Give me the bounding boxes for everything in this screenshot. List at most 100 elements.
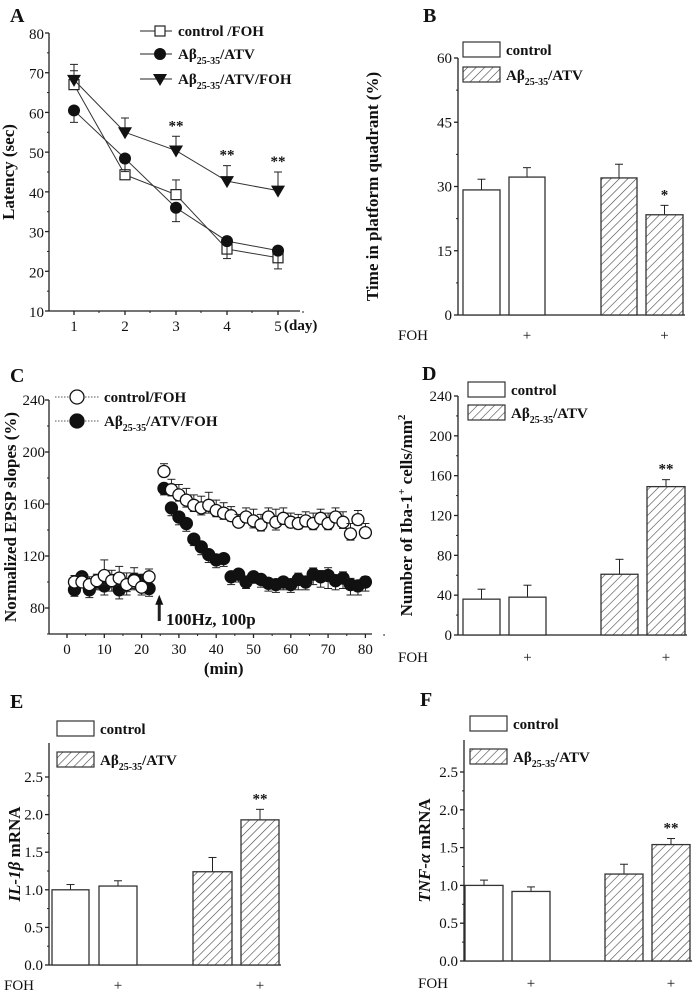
significance-label: ** xyxy=(659,462,674,478)
legend-label-main: Aβ xyxy=(506,68,525,84)
x-tick-label: 60 xyxy=(283,642,298,658)
bar xyxy=(51,889,90,966)
legend-label: Aβ25-35/ATV xyxy=(513,750,590,770)
y-tick-label: 0.0 xyxy=(24,958,43,974)
y-tick-label: 1.5 xyxy=(439,841,458,857)
legend-label: Aβ25-35/ATV/FOH xyxy=(178,72,292,92)
y-axis-label-superscript: 2 xyxy=(396,414,408,420)
y-tick-label: 80 xyxy=(30,601,45,617)
x-tick-label: 40 xyxy=(209,642,224,658)
legend-label: Aβ25-35/ATV xyxy=(511,406,588,426)
y-axis-label-part: TNF-α xyxy=(415,853,434,903)
legend-label-rest: /ATV xyxy=(552,406,588,422)
y-tick-label: 0.0 xyxy=(439,954,458,970)
legend-label: control/FOH xyxy=(104,390,187,406)
legend-swatch xyxy=(462,66,501,83)
y-axis-label: Normalized EPSP slopes (%) xyxy=(1,412,20,622)
marker-open-circle xyxy=(358,525,373,540)
marker-open-square xyxy=(170,189,182,201)
legend-label-main: Aβ xyxy=(513,750,532,766)
x-tick-label: 0 xyxy=(63,642,71,658)
y-tick-label: 2.5 xyxy=(439,765,458,781)
bar xyxy=(508,596,547,636)
y-tick-label: 0 xyxy=(445,308,453,324)
legend-label-main: control xyxy=(513,717,559,733)
y-tick-label: 0 xyxy=(445,628,453,644)
marker-filled-triangle-down xyxy=(220,176,234,189)
legend-label-rest: /ATV xyxy=(547,68,583,84)
panel-b-bar-chart: B 0 15 30 45 60 Time in platform quadrant (%) +… xyxy=(363,5,685,344)
marker-filled-triangle-down xyxy=(169,145,183,158)
y-tick-label: 160 xyxy=(23,497,46,513)
x-tick-label: 4 xyxy=(223,319,231,335)
marker-filled-triangle-down xyxy=(67,74,81,87)
y-tick-label: 60 xyxy=(29,106,44,122)
y-tick-label: 70 xyxy=(29,67,44,83)
y-tick-label: 1.0 xyxy=(24,883,43,899)
y-tick-label: 240 xyxy=(23,393,46,409)
marker-filled-circle xyxy=(68,104,80,117)
foh-row-label: FOH xyxy=(418,976,448,992)
x-tick-label: 20 xyxy=(134,642,149,658)
legend-label-main: Aβ xyxy=(100,753,119,769)
significance-label: ** xyxy=(253,791,268,807)
panel-letter: A xyxy=(10,5,25,27)
x-axis-label: (min) xyxy=(204,659,244,678)
legend-swatch xyxy=(467,381,506,398)
legend-marker xyxy=(69,389,85,405)
legend-label-rest: /ATV xyxy=(141,753,177,769)
marker-filled-circle xyxy=(170,201,182,214)
x-tick-label: 50 xyxy=(246,642,261,658)
y-tick-label: 1.5 xyxy=(24,845,43,861)
bar xyxy=(462,189,501,316)
marker-filled-triangle-down xyxy=(118,127,132,140)
y-tick-label: 80 xyxy=(29,27,44,43)
legend-label-rest: /ATV xyxy=(554,750,590,766)
legend-marker xyxy=(69,413,85,429)
marker-filled-circle xyxy=(358,575,373,589)
x-tick-label: 2 xyxy=(121,319,129,335)
panel-e-bar-chart: E 0.0 0.5 1.0 1.5 2.0 2.5 IL-1β mRNA + ** + FOH cont… xyxy=(4,691,281,992)
y-axis-label-part: IL-1β xyxy=(5,861,24,902)
x-tick-label: 3 xyxy=(172,319,180,335)
legend-label-subscript: 25-35 xyxy=(525,77,548,88)
foh-plus-mark: + xyxy=(660,328,668,344)
legend-swatch xyxy=(462,41,501,58)
y-axis-label-part: Latency (sec) xyxy=(0,124,18,220)
y-tick-label: 45 xyxy=(437,115,452,131)
legend-label-main: Aβ xyxy=(178,72,197,88)
marker-open-circle xyxy=(157,464,171,479)
y-axis-label-part: cells/mm xyxy=(397,420,416,488)
bar xyxy=(464,884,504,962)
y-tick-label: 200 xyxy=(430,429,453,445)
legend-label-main: control xyxy=(511,383,557,399)
series xyxy=(68,104,284,270)
marker-open-circle xyxy=(134,580,149,594)
panel-c-scatter-chart: C 80 120 160 200 240 0 10 20 30 40 50 60 70 80 (min) Nor… xyxy=(1,365,385,678)
legend-label-main: control xyxy=(100,722,146,738)
y-axis-label: IL-1β mRNA xyxy=(5,806,24,903)
marker-open-circle xyxy=(142,570,156,584)
legend-label: control xyxy=(100,722,146,738)
foh-plus-mark: + xyxy=(256,978,264,992)
legend-label: Aβ25-35/ATV xyxy=(178,47,255,67)
x-tick-label: 1 xyxy=(70,319,78,335)
panel-letter: B xyxy=(423,5,436,27)
y-tick-label: 2.5 xyxy=(24,770,43,786)
y-tick-label: 10 xyxy=(29,305,44,321)
y-tick-label: 50 xyxy=(29,146,44,162)
y-axis-label-part: Normalized EPSP slopes (%) xyxy=(1,412,20,622)
x-tick-label: 30 xyxy=(171,642,186,658)
y-axis-label: Time in platform quadrant (%) xyxy=(363,72,382,301)
y-tick-label: 2.0 xyxy=(24,808,43,824)
legend-label-main: Aβ xyxy=(178,47,197,63)
legend-label-main: Aβ xyxy=(104,414,123,430)
marker-filled-circle xyxy=(164,501,179,515)
legend-swatch xyxy=(467,404,506,421)
y-tick-label: 120 xyxy=(23,549,46,565)
y-tick-label: 30 xyxy=(29,226,44,242)
y-tick-label: 120 xyxy=(430,509,453,525)
y-tick-label: 0.5 xyxy=(439,916,458,932)
legend-label-subscript: 25-35 xyxy=(197,81,220,92)
